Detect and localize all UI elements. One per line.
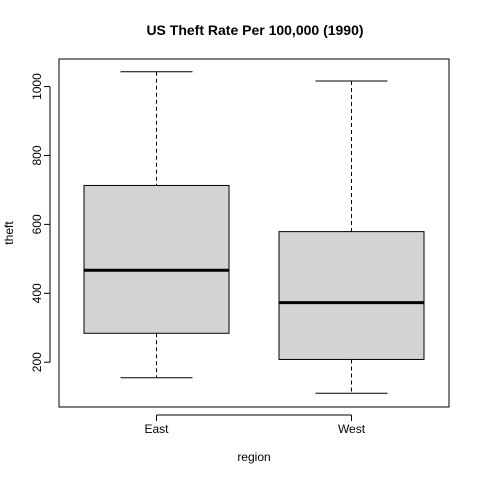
y-axis-label: theft: [2, 221, 16, 245]
x-tick-label: East: [144, 422, 169, 436]
box-west: [278, 80, 425, 394]
y-tick-label: 400: [30, 283, 44, 303]
y-tick-label: 200: [30, 352, 44, 372]
x-axis-label: region: [237, 450, 270, 464]
y-tick-label: 1000: [30, 73, 44, 100]
chart-title: US Theft Rate Per 100,000 (1990): [146, 22, 363, 38]
boxes-layer: [83, 71, 425, 394]
y-tick-label: 800: [30, 145, 44, 165]
x-axis: East West: [144, 414, 366, 436]
y-axis: 200 400 600 800 1000: [30, 73, 51, 372]
x-tick-label: West: [338, 422, 366, 436]
box-iqr: [278, 231, 425, 360]
box-iqr: [83, 184, 230, 334]
y-tick-label: 600: [30, 214, 44, 234]
box-east: [83, 71, 230, 379]
plot-area-border: [58, 58, 450, 408]
